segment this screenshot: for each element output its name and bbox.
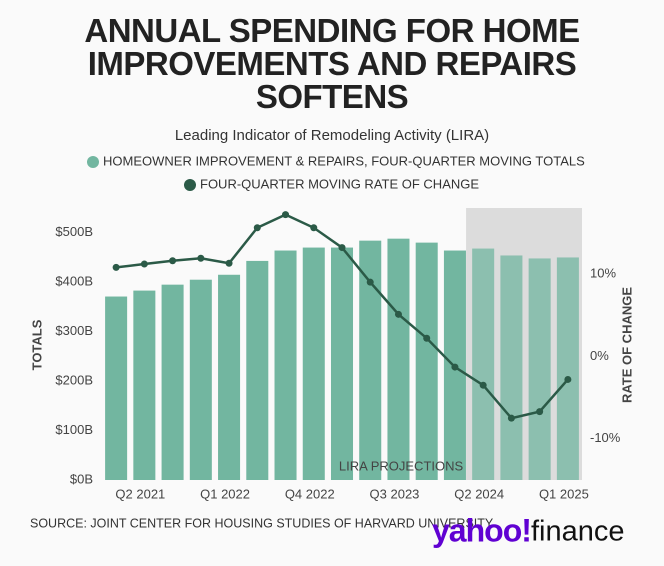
- y-tick-label: $100B: [55, 422, 93, 437]
- logo-brand: yahoo!: [432, 512, 531, 548]
- line-point: [394, 310, 402, 318]
- x-tick-label: Q1 2022: [200, 486, 250, 501]
- bar: [415, 242, 438, 480]
- line-point: [423, 334, 431, 342]
- bar: [105, 296, 128, 480]
- bar: [133, 290, 156, 480]
- source: SOURCE: JOINT CENTER FOR HOUSING STUDIES…: [30, 516, 494, 530]
- legend-label: FOUR-QUARTER MOVING RATE OF CHANGE: [200, 176, 479, 191]
- x-tick-label: Q2 2024: [454, 486, 504, 501]
- x-tick-label: Q3 2023: [370, 486, 420, 501]
- line-point: [338, 244, 346, 252]
- bar: [387, 238, 410, 480]
- bar: [528, 258, 551, 480]
- line-point: [451, 363, 459, 371]
- y-tick-label: $400B: [55, 274, 93, 289]
- y-tick-label: $500B: [55, 224, 93, 239]
- line-point: [197, 254, 205, 262]
- y-axis-label: TOTALS: [29, 319, 44, 370]
- annotation: LIRA PROJECTIONS: [339, 458, 464, 473]
- line-point: [507, 414, 515, 422]
- y-tick-label: $0B: [70, 471, 93, 486]
- x-tick-label: Q1 2025: [539, 486, 589, 501]
- y-tick-label: $300B: [55, 323, 93, 338]
- line-point: [253, 224, 261, 232]
- logo-product: finance: [531, 516, 625, 548]
- y-tick-label: $200B: [55, 373, 93, 388]
- line-point: [536, 408, 544, 416]
- bar: [359, 240, 382, 480]
- y2-tick-label: 0%: [590, 348, 609, 363]
- line-point: [140, 260, 148, 268]
- line-point: [366, 278, 374, 286]
- line-point: [479, 381, 487, 389]
- line-point: [282, 211, 290, 219]
- bar: [302, 247, 325, 480]
- line-point: [112, 263, 120, 271]
- bar: [246, 260, 269, 480]
- plot: $0B $100B $200B $300B $400B $500B -10% 0% 10% Q2 …: [55, 208, 621, 501]
- x-tick-label: Q4 2022: [285, 486, 335, 501]
- bar: [330, 247, 354, 480]
- subtitle: Leading Indicator of Remodeling Activity…: [175, 127, 489, 144]
- line-point: [564, 375, 572, 383]
- bar: [161, 284, 184, 480]
- bar: [556, 257, 579, 480]
- legend-swatch: [87, 156, 99, 168]
- y2-axis-label: RATE OF CHANGE: [619, 287, 634, 403]
- y2-tick-label: -10%: [590, 430, 621, 445]
- legend-label: HOMEOWNER IMPROVEMENT & REPAIRS, FOUR-QU…: [103, 153, 585, 168]
- bar: [189, 279, 212, 480]
- bar: [472, 248, 495, 480]
- line-point: [225, 259, 233, 267]
- x-tick-label: Q2 2021: [115, 486, 165, 501]
- legend-swatch: [184, 179, 196, 191]
- line-point: [169, 257, 177, 265]
- y2-tick-label: 10%: [590, 265, 616, 280]
- bar: [274, 250, 297, 480]
- bar: [218, 274, 241, 480]
- bar: [500, 255, 523, 480]
- line-point: [310, 224, 318, 232]
- chart-title: ANNUAL SPENDING FOR HOME IMPROVEMENTS AN…: [84, 12, 580, 115]
